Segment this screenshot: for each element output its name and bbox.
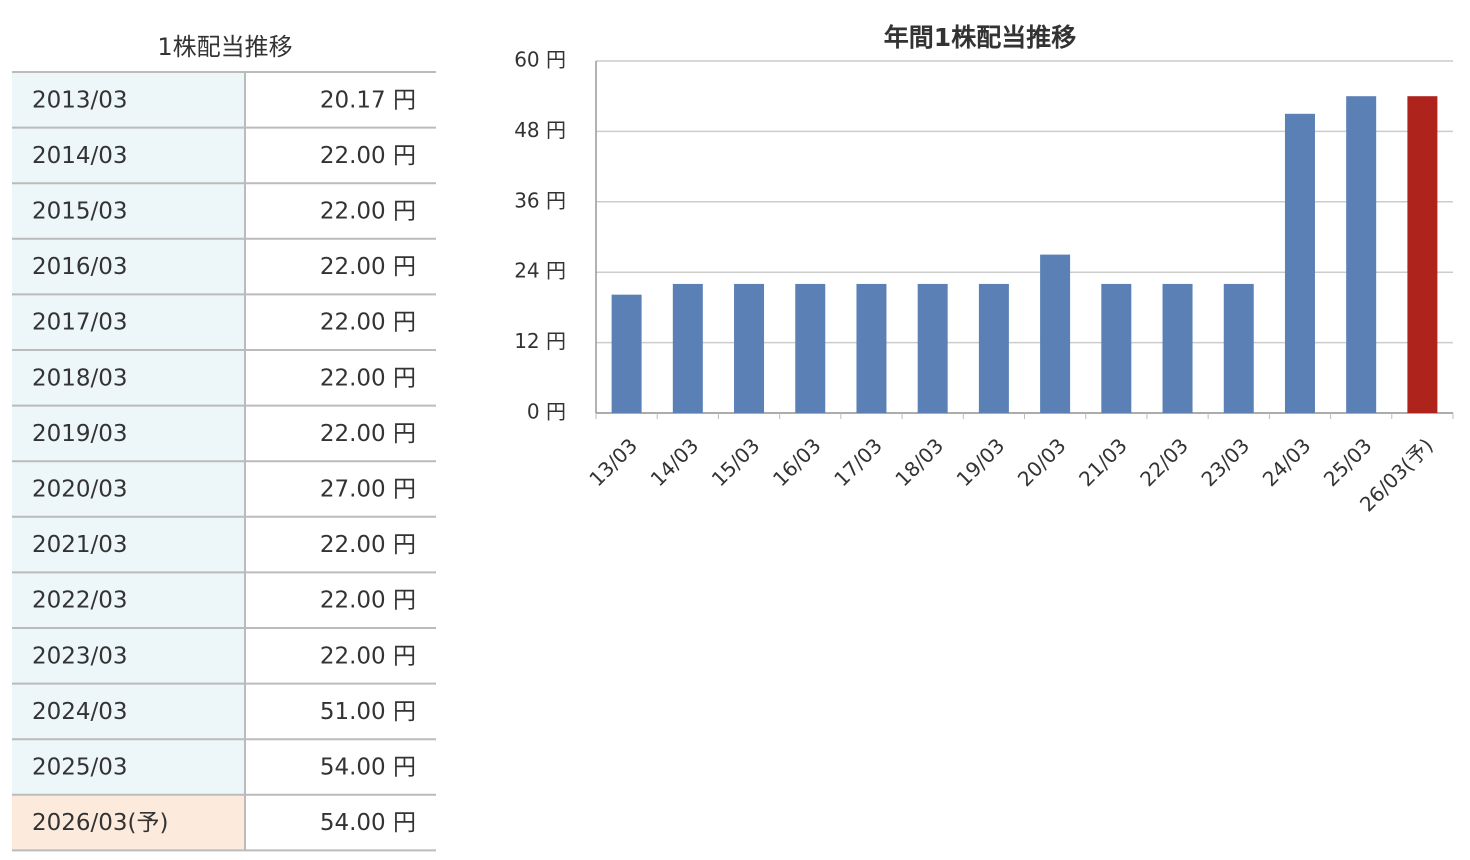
table-title: 1株配当推移 — [157, 33, 292, 61]
value-text: 22.00 円 — [320, 310, 416, 336]
x-tick-label: 15/03 — [707, 433, 765, 491]
x-tick-label: 25/03 — [1319, 433, 1377, 491]
x-tick-label: 14/03 — [646, 433, 704, 491]
date-cell — [12, 72, 245, 128]
bar — [672, 283, 703, 413]
date-cell — [12, 628, 245, 684]
bar — [1346, 96, 1377, 413]
date-text: 2017/03 — [32, 310, 128, 336]
date-cell — [12, 294, 245, 350]
bar — [1223, 283, 1254, 413]
bar — [795, 283, 826, 413]
y-tick-label: 48 円 — [514, 118, 566, 142]
value-text: 51.00 円 — [320, 699, 416, 725]
date-cell — [12, 461, 245, 517]
value-text: 22.00 円 — [320, 421, 416, 447]
x-tick-label: 18/03 — [890, 433, 948, 491]
bar — [978, 283, 1009, 413]
date-cell — [12, 350, 245, 406]
bar — [734, 283, 765, 413]
x-tick-label: 13/03 — [584, 433, 642, 491]
x-tick-label: 23/03 — [1196, 433, 1254, 491]
x-tick-label: 19/03 — [952, 433, 1010, 491]
y-tick-label: 24 円 — [514, 259, 566, 283]
value-text: 22.00 円 — [320, 532, 416, 558]
x-tick-label: 24/03 — [1258, 433, 1316, 491]
date-text: 2026/03(予) — [32, 810, 169, 836]
bar — [1407, 96, 1438, 413]
date-cell — [12, 183, 245, 239]
date-text: 2021/03 — [32, 532, 128, 558]
date-text: 2014/03 — [32, 143, 128, 169]
date-cell — [12, 572, 245, 628]
date-text: 2022/03 — [32, 588, 128, 614]
y-tick-label: 60 円 — [514, 48, 566, 72]
value-text: 22.00 円 — [320, 365, 416, 391]
value-text: 54.00 円 — [320, 755, 416, 781]
bar — [1101, 283, 1132, 413]
x-tick-label: 22/03 — [1135, 433, 1193, 491]
date-text: 2024/03 — [32, 699, 128, 725]
x-tick-label: 16/03 — [768, 433, 826, 491]
date-text: 2018/03 — [32, 365, 128, 391]
x-tick-label: 17/03 — [829, 433, 887, 491]
value-text: 22.00 円 — [320, 588, 416, 614]
date-text: 2013/03 — [32, 87, 128, 113]
date-cell — [12, 238, 245, 295]
date-text: 2023/03 — [32, 643, 128, 669]
value-text: 54.00 円 — [320, 810, 416, 836]
bar — [917, 283, 948, 413]
value-text: 22.00 円 — [320, 254, 416, 280]
date-cell — [12, 516, 245, 573]
chart-title: 年間1株配当推移 — [884, 23, 1076, 52]
date-cell — [12, 405, 245, 462]
value-text: 20.17 円 — [320, 87, 416, 113]
bar — [1040, 254, 1071, 413]
bar — [611, 294, 642, 413]
date-text: 2025/03 — [32, 755, 128, 781]
value-text: 27.00 円 — [320, 477, 416, 503]
value-text: 22.00 円 — [320, 199, 416, 225]
y-tick-label: 12 円 — [514, 329, 566, 353]
date-text: 2016/03 — [32, 254, 128, 280]
value-text: 22.00 円 — [320, 143, 416, 169]
date-text: 2019/03 — [32, 421, 128, 447]
date-cell — [12, 127, 245, 184]
date-cell — [12, 683, 245, 740]
date-cell — [12, 794, 245, 851]
x-tick-label: 21/03 — [1074, 433, 1132, 491]
bar — [1162, 283, 1193, 413]
date-cell — [12, 739, 245, 795]
y-tick-label: 0 円 — [527, 400, 566, 424]
date-text: 2020/03 — [32, 477, 128, 503]
value-text: 22.00 円 — [320, 643, 416, 669]
date-text: 2015/03 — [32, 199, 128, 225]
x-tick-label: 20/03 — [1013, 433, 1071, 491]
bar — [856, 283, 887, 413]
y-tick-label: 36 円 — [514, 188, 566, 212]
bar — [1284, 113, 1315, 414]
